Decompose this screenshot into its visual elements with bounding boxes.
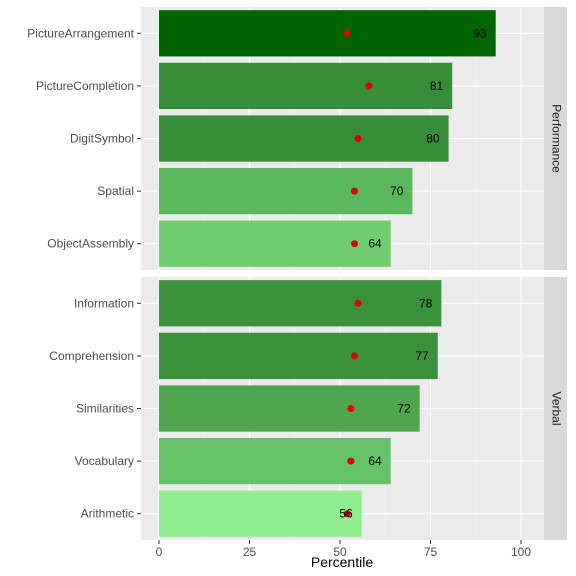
strip-label-performance: Performance [549,104,563,173]
value-label-PictureCompletion: 81 [430,79,444,93]
marker-PictureArrangement [343,29,351,37]
x-tick-label: 100 [511,545,531,559]
marker-Comprehension [350,352,358,360]
chart-panels: 93 PictureArrangement 81 PictureCompletion 8… [27,7,567,540]
marker-Spatial [350,187,358,195]
strip-label-verbal: Verbal [549,391,563,425]
x-tick-label: 50 [333,545,347,559]
value-label-Arithmetic: 56 [339,507,353,521]
marker-DigitSymbol [354,135,362,142]
bar-Similarities [159,385,420,432]
category-label-Information: Information [74,296,134,310]
bar-Information [159,280,442,327]
bar-PictureCompletion [159,62,453,110]
bar-Vocabulary [159,437,391,485]
x-axis: 0 25 50 75 100 [156,540,531,559]
category-label-PictureArrangement: PictureArrangement [27,26,134,40]
marker-Vocabulary [347,457,355,465]
marker-PictureCompletion [365,82,373,90]
value-label-ObjectAssembly: 64 [368,237,382,251]
category-label-DigitSymbol: DigitSymbol [70,132,134,146]
marker-ObjectAssembly [350,240,358,248]
bar-PictureArrangement [159,10,496,57]
panel-performance: 93 PictureArrangement 81 PictureCompletion 8… [27,7,567,270]
x-tick-label: 25 [243,545,257,559]
value-label-Spatial: 70 [390,184,404,198]
category-label-ObjectAssembly: ObjectAssembly [47,237,134,251]
marker-Arithmetic [343,510,351,518]
category-label-Comprehension: Comprehension [49,349,134,363]
x-axis-title: Percentile [311,554,373,570]
value-label-Comprehension: 77 [415,349,429,363]
category-label-Similarities: Similarities [76,402,134,416]
marker-Information [354,299,362,307]
category-label-PictureCompletion: PictureCompletion [36,79,134,93]
x-tick-label: 75 [424,545,438,559]
category-label-Spatial: Spatial [97,184,134,198]
category-label-Vocabulary: Vocabulary [75,454,134,468]
bar-Spatial [159,167,413,215]
category-label-Arithmetic: Arithmetic [81,507,134,521]
x-tick-label: 0 [156,545,163,559]
panel-verbal: 78 Information 77 Comprehension 72 Similariti… [49,277,567,540]
strip-background [544,277,567,540]
bar-Comprehension [159,332,438,380]
value-label-Vocabulary: 64 [368,454,382,468]
value-label-DigitSymbol: 80 [426,132,440,146]
strip-background [544,7,567,270]
bar-DigitSymbol [159,115,449,162]
bar-Arithmetic [159,490,362,537]
marker-Similarities [347,405,355,412]
value-label-PictureArrangement: 93 [473,26,487,40]
value-label-Similarities: 72 [397,402,411,416]
value-label-Information: 78 [419,296,433,310]
